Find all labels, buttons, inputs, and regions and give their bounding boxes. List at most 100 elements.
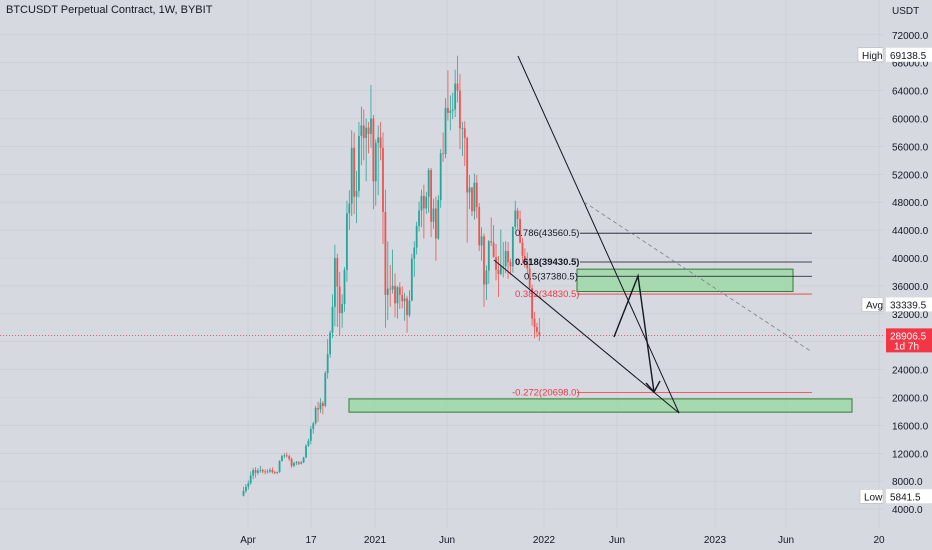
- candle: [475, 174, 478, 219]
- price-chart-plot[interactable]: 0.786(43560.5) 0.618(39430.5) 0.5(37380.5)…: [0, 0, 884, 528]
- candle: [374, 139, 377, 206]
- candle: [418, 201, 420, 232]
- candle: [444, 98, 447, 159]
- candle: [406, 295, 408, 333]
- candle: [471, 186, 473, 217]
- price-tick-label: 44000.0: [892, 226, 929, 237]
- upper-resistance-zone[interactable]: [576, 268, 794, 292]
- candle: [346, 200, 348, 282]
- candle: [492, 225, 495, 258]
- candles: [242, 55, 541, 497]
- candle: [427, 168, 430, 213]
- candle: [273, 470, 276, 475]
- candle: [377, 125, 380, 196]
- fib-level-label: -0.272(20698.0): [512, 388, 580, 399]
- time-tick-label: Apr: [240, 535, 256, 546]
- candle: [297, 460, 300, 466]
- candle: [478, 202, 481, 252]
- candle: [302, 456, 305, 464]
- candle: [509, 258, 512, 275]
- candle: [497, 255, 500, 298]
- upper-trendline[interactable]: [517, 55, 680, 414]
- candle: [442, 132, 445, 162]
- currency-label: USDT: [892, 6, 919, 17]
- current-price-tag: 28906.51d 7h: [886, 328, 932, 353]
- candle: [461, 121, 464, 157]
- lower-support-zone[interactable]: [348, 398, 853, 413]
- candle: [408, 290, 411, 318]
- fib-level-label: 0.5(37380.5): [524, 271, 578, 282]
- candle: [276, 471, 279, 475]
- price-tick-label: 40000.0: [892, 254, 929, 265]
- fib-level-label: 0.618(39430.5): [515, 257, 579, 268]
- price-tick-label: 12000.0: [892, 449, 929, 460]
- candle: [487, 239, 490, 284]
- candle: [420, 189, 423, 228]
- candle: [511, 226, 514, 273]
- candle: [305, 444, 307, 459]
- fib-level-label: 0.382(34830.5): [515, 289, 579, 300]
- candle: [290, 457, 293, 468]
- candle: [321, 400, 324, 415]
- price-ticks: 4000.0 8000.0 12000.0 16000.0 20000.0 24000.0…: [892, 31, 929, 516]
- price-tick-label: 72000.0: [892, 31, 929, 42]
- candle: [485, 265, 488, 300]
- candle: [516, 207, 519, 229]
- candle: [343, 267, 346, 312]
- candle: [425, 191, 428, 215]
- candle: [281, 454, 283, 462]
- candle: [391, 249, 394, 294]
- candle: [401, 286, 404, 309]
- svg-text:33339.5: 33339.5: [890, 300, 927, 311]
- candle: [396, 285, 399, 319]
- candle: [384, 189, 387, 328]
- low-price-tag: 5841.5: [886, 489, 932, 504]
- candle: [285, 452, 288, 458]
- lower-trendline[interactable]: [493, 259, 680, 414]
- time-tick-label: Jun: [778, 535, 794, 546]
- candle: [266, 469, 269, 474]
- candle: [526, 252, 529, 275]
- candle: [355, 170, 358, 224]
- price-tick-label: 52000.0: [892, 170, 929, 181]
- price-tick-label: 60000.0: [892, 115, 929, 126]
- price-tick-label: 32000.0: [892, 310, 929, 321]
- candle: [295, 460, 298, 466]
- candle: [331, 294, 334, 339]
- candle: [333, 244, 336, 327]
- time-tick-label: Jun: [439, 535, 455, 546]
- price-axis[interactable]: USDT 4000.0 8000.0 12000.0 16000.0 20000.0 24…: [884, 0, 932, 528]
- time-tick-label: 20: [873, 535, 885, 546]
- candle: [437, 195, 440, 240]
- candle: [367, 121, 370, 154]
- candle: [312, 421, 315, 434]
- candle: [502, 241, 505, 278]
- candle: [432, 198, 435, 229]
- candle: [386, 241, 389, 321]
- candle: [372, 115, 375, 210]
- price-tick-label: 20000.0: [892, 394, 929, 405]
- candle: [362, 109, 365, 161]
- candle: [504, 241, 507, 274]
- time-ticks: Apr 17 2021 Jun 2022 Jun 2023 Jun 20: [240, 535, 885, 546]
- price-tick-label: 36000.0: [892, 282, 929, 293]
- svg-text:1d 7h: 1d 7h: [894, 341, 919, 352]
- candle: [307, 438, 310, 448]
- projection-path[interactable]: [613, 273, 655, 393]
- candle: [435, 196, 437, 261]
- candle: [473, 173, 476, 220]
- time-axis[interactable]: Apr 17 2021 Jun 2022 Jun 2023 Jun 20: [0, 528, 932, 550]
- dashed-trendline[interactable]: [583, 201, 813, 353]
- candle: [338, 271, 341, 337]
- candle: [447, 70, 449, 121]
- candle: [480, 227, 483, 261]
- candle: [536, 322, 538, 337]
- price-tick-label: 16000.0: [892, 421, 929, 432]
- svg-text:28906.5: 28906.5: [890, 331, 927, 342]
- candle: [521, 237, 524, 263]
- candle: [341, 294, 344, 328]
- candle: [247, 480, 250, 490]
- avg-price-tag: 33339.5: [886, 297, 932, 312]
- candle: [288, 454, 291, 461]
- price-tick-label: 68000.0: [892, 59, 929, 70]
